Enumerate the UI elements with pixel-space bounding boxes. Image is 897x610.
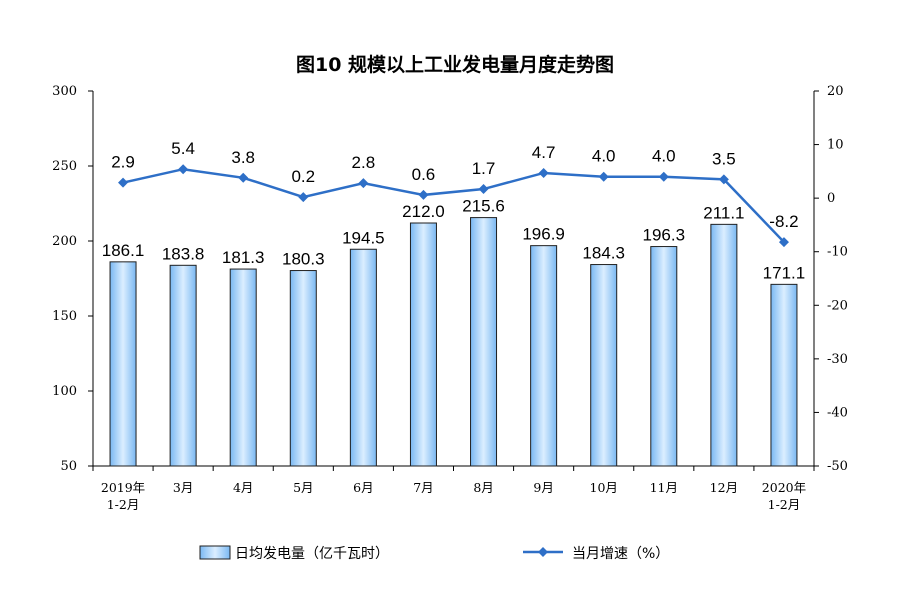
bar xyxy=(349,248,377,467)
growth-point xyxy=(118,177,129,188)
bar xyxy=(470,217,498,467)
bar xyxy=(109,261,137,467)
bar-value-label: 212.0 xyxy=(402,202,445,221)
x-tick-label: 9月 xyxy=(533,480,553,495)
y-left-tick-label: 150 xyxy=(52,309,77,324)
y-left-tick-label: 50 xyxy=(60,459,77,474)
legend: 日均发电量（亿千瓦时） 当月增速（%） xyxy=(199,545,669,562)
growth-point xyxy=(238,172,249,183)
growth-point xyxy=(718,174,729,185)
growth-point xyxy=(598,171,609,182)
data-labels: 186.1 183.8 181.3 180.3 194.5 212.0 215.6 196.9… xyxy=(102,139,805,282)
bar-value-label: 183.8 xyxy=(162,244,205,263)
bar xyxy=(530,245,558,467)
growth-point xyxy=(418,189,429,200)
y-right-tick-label: -20 xyxy=(827,298,848,313)
bar xyxy=(650,246,678,467)
y-right-tick-label: 0 xyxy=(827,191,835,206)
axes: 50 100 150 200 250 300 -50 -40 -30 -20 -10 0 10 20 201… xyxy=(52,84,848,512)
x-tick-label: 5月 xyxy=(293,480,313,495)
x-tick-label: 7月 xyxy=(413,480,433,495)
x-tick-label: 12月 xyxy=(710,480,738,495)
legend-line-label: 当月增速（%） xyxy=(572,546,669,562)
growth-value-label: 4.0 xyxy=(592,147,616,166)
bars xyxy=(109,217,798,467)
growth-point xyxy=(178,164,189,175)
growth-value-label: 5.4 xyxy=(171,139,195,158)
growth-value-label: 3.8 xyxy=(231,148,255,167)
bar xyxy=(590,264,618,467)
growth-point xyxy=(478,184,489,195)
growth-value-label: 2.9 xyxy=(111,153,135,172)
y-right-tick-label: -50 xyxy=(827,459,848,474)
growth-value-label: 1.7 xyxy=(472,159,496,178)
x-tick-label: 2020年 xyxy=(762,480,806,495)
bar-value-label: 181.3 xyxy=(222,248,265,267)
x-tick-label: 4月 xyxy=(233,480,253,495)
bar-value-label: 180.3 xyxy=(282,250,325,269)
y-right-tick-label: -30 xyxy=(827,352,848,367)
bar xyxy=(770,283,798,467)
growth-value-label: 4.7 xyxy=(532,143,556,162)
legend-bar-swatch xyxy=(199,545,231,560)
growth-point xyxy=(358,178,369,189)
growth-line-path xyxy=(122,167,785,243)
y-right-tick-label: -10 xyxy=(827,245,848,260)
growth-value-label: 4.0 xyxy=(652,147,676,166)
bar-value-label: 215.6 xyxy=(462,197,505,216)
bar-value-label: 196.9 xyxy=(522,225,565,244)
bar-value-label: 194.5 xyxy=(342,228,385,247)
x-tick-label: 1-2月 xyxy=(768,497,801,512)
bar xyxy=(169,264,197,467)
bar xyxy=(409,222,437,467)
x-tick-label: 2019年 xyxy=(101,480,145,495)
x-tick-label: 11月 xyxy=(650,480,678,495)
bar xyxy=(710,223,738,467)
x-tick-label: 3月 xyxy=(173,480,193,495)
y-right-tick-label: 20 xyxy=(827,84,844,99)
y-left-tick-label: 100 xyxy=(52,384,77,399)
bar-value-label: 211.1 xyxy=(703,203,744,222)
growth-value-label: 0.2 xyxy=(291,167,315,186)
y-left-tick-label: 200 xyxy=(52,234,77,249)
legend-bar-label: 日均发电量（亿千瓦时） xyxy=(235,546,389,562)
growth-value-label: 0.6 xyxy=(412,165,436,184)
legend-line-marker xyxy=(538,547,548,557)
bar-value-label: 184.3 xyxy=(582,244,625,263)
bar xyxy=(229,268,257,467)
growth-point xyxy=(298,192,309,203)
growth-point xyxy=(538,167,549,178)
growth-value-label: 2.8 xyxy=(352,153,376,172)
growth-value-label: 3.5 xyxy=(712,149,736,168)
y-left-tick-label: 300 xyxy=(52,84,77,99)
x-tick-label: 6月 xyxy=(353,480,373,495)
y-right-tick-label: -40 xyxy=(827,405,848,420)
bar-value-label: 196.3 xyxy=(643,226,686,245)
growth-point xyxy=(658,171,669,182)
bar xyxy=(289,270,317,467)
x-tick-label: 8月 xyxy=(473,480,493,495)
bar-value-label: 186.1 xyxy=(102,241,145,260)
x-tick-label: 10月 xyxy=(590,480,618,495)
bar-value-label: 171.1 xyxy=(763,263,806,282)
y-right-tick-label: 10 xyxy=(827,138,844,153)
growth-value-label: -8.2 xyxy=(769,212,798,231)
x-tick-label: 1-2月 xyxy=(107,497,140,512)
y-left-tick-label: 250 xyxy=(52,159,77,174)
growth-line xyxy=(118,164,789,248)
growth-point xyxy=(778,237,789,248)
chart-title: 图10 规模以上工业发电量月度走势图 xyxy=(296,53,614,76)
